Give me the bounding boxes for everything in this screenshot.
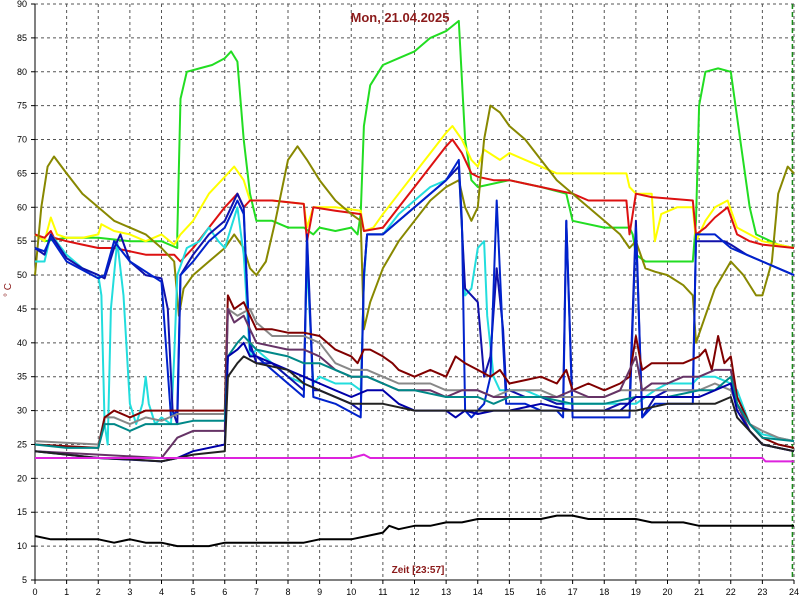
x-tick-label: 6: [222, 587, 227, 597]
series-line: [35, 165, 795, 446]
y-tick-label: 85: [17, 33, 27, 43]
y-tick-label: 40: [17, 338, 27, 348]
series-line: [34, 514, 794, 548]
series-line: [34, 19, 795, 263]
y-tick-label: 75: [17, 101, 27, 111]
x-tick-label: 20: [662, 587, 672, 597]
series-line: [34, 307, 795, 446]
y-tick-label: 70: [17, 135, 27, 145]
series-line: [34, 138, 795, 263]
x-tick-label: 0: [32, 587, 37, 597]
y-tick-label: 5: [22, 575, 27, 585]
x-tick-label: 23: [757, 587, 767, 597]
y-tick-label: 90: [17, 0, 27, 9]
y-tick-label: 45: [17, 304, 27, 314]
y-tick-label: 20: [17, 473, 27, 483]
series-lines: [34, 19, 795, 548]
x-tick-label: 5: [191, 587, 196, 597]
x-tick-label: 12: [409, 587, 419, 597]
y-tick-label: 30: [17, 406, 27, 416]
x-tick-label: 14: [473, 587, 483, 597]
y-tick-label: 55: [17, 236, 27, 246]
x-axis-label: Zeit [23:57]: [392, 565, 445, 576]
series-line: [34, 355, 795, 463]
x-tick-label: 3: [127, 587, 132, 597]
x-tick-label: 24: [789, 587, 799, 597]
y-tick-label: 10: [17, 541, 27, 551]
y-tick-label: 35: [17, 372, 27, 382]
x-tick-label: 8: [285, 587, 290, 597]
x-tick-label: 17: [568, 587, 578, 597]
series-line: [34, 307, 795, 459]
y-tick-label: 50: [17, 270, 27, 280]
y-tick-label: 60: [17, 202, 27, 212]
x-tick-label: 11: [378, 587, 387, 597]
x-tick-label: 22: [726, 587, 736, 597]
axes: 0 1 2 3 4 5 6 7 8 9 10 11 12 13 14 15 16 17 18 19 20 21 22 23 24…: [17, 0, 799, 597]
x-tick-label: 10: [346, 587, 356, 597]
x-tick-label: 13: [441, 587, 451, 597]
series-line: [34, 335, 795, 449]
x-tick-label: 19: [631, 587, 641, 597]
y-tick-label: 80: [17, 67, 27, 77]
y-tick-label: 25: [17, 439, 27, 449]
x-tick-label: 16: [536, 587, 546, 597]
series-line: [34, 294, 795, 449]
grid-lines: [34, 3, 795, 581]
series-line: [35, 453, 794, 463]
labels: Mon, 21.04.2025 ° C Zeit [23:57]: [3, 10, 450, 576]
x-tick-label: 1: [64, 587, 69, 597]
x-tick-label: 7: [254, 587, 259, 597]
x-tick-label: 15: [504, 587, 514, 597]
x-tick-label: 21: [694, 587, 704, 597]
y-tick-label: 15: [17, 507, 27, 517]
x-tick-label: 18: [599, 587, 609, 597]
chart-title: Mon, 21.04.2025: [351, 10, 450, 25]
series-line: [34, 125, 795, 249]
x-tick-label: 9: [317, 587, 322, 597]
x-tick-label: 2: [96, 587, 101, 597]
x-tick-label: 4: [159, 587, 164, 597]
y-tick-label: 65: [17, 168, 27, 178]
y-axis-label: ° C: [3, 283, 14, 297]
